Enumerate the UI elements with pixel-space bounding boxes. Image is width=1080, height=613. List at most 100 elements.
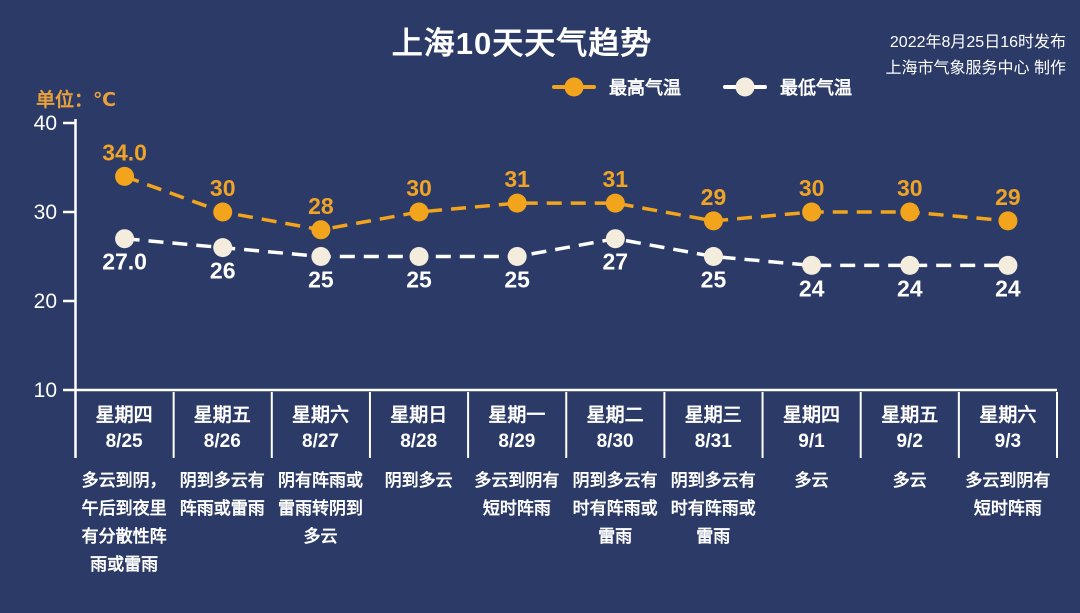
- weather-description: 多云到阴，午后到夜里有分散性阵雨或雷雨: [81, 471, 167, 574]
- data-point-label: 30: [897, 175, 923, 201]
- data-point-marker: [409, 202, 429, 222]
- y-tick-label: 10: [34, 379, 57, 402]
- data-point-marker: [998, 211, 1018, 231]
- data-point-label: 29: [701, 184, 727, 210]
- data-point-label: 24: [897, 275, 923, 301]
- data-point-marker: [311, 247, 331, 266]
- date-label: 8/28: [400, 431, 438, 452]
- date-label: 8/25: [105, 431, 143, 452]
- high-temp-series: 34.0 30 28 30 31 31 29 30 30 29: [102, 139, 1021, 240]
- date-label: 8/30: [596, 431, 634, 452]
- data-point-label: 30: [406, 175, 432, 201]
- data-point-label: 25: [504, 267, 530, 293]
- publish-author: 上海市气象服务中心 制作: [885, 60, 1066, 77]
- data-point-label: 25: [406, 267, 432, 293]
- data-point-label: 31: [603, 166, 629, 192]
- weather-description: 阴到多云有时有阵雨或雷雨: [670, 471, 756, 546]
- chart-legend: 最高气温 最低气温: [552, 74, 852, 100]
- data-point-marker: [703, 211, 723, 231]
- legend-label-low-temp: 最低气温: [780, 78, 852, 98]
- data-point-marker: [605, 229, 625, 249]
- axes: 40 30 20 10: [34, 112, 1058, 458]
- weekday-label: 星期四: [782, 405, 840, 426]
- data-point-marker: [802, 202, 822, 222]
- data-point-marker: [703, 247, 723, 266]
- low-temp-series: 27.0 26 25 25 25 27 25 24 24 24: [102, 229, 1021, 301]
- y-tick-label: 30: [34, 201, 57, 224]
- data-point-label: 29: [995, 184, 1021, 210]
- day-column: 星期五 8/26 阴到多云有阵雨或雷雨: [173, 392, 271, 579]
- day-column: 星期六 8/27 阴有阵雨或雷雨转阴到多云: [271, 392, 369, 579]
- day-column: 星期五 9/2 多云: [861, 392, 959, 579]
- y-tick-label: 20: [34, 290, 57, 313]
- data-point-label: 30: [210, 175, 236, 201]
- weekday-label: 星期六: [291, 405, 349, 426]
- weather-description: 阴到多云: [384, 471, 453, 490]
- weather-description: 多云: [794, 471, 829, 490]
- data-point-label: 24: [799, 275, 825, 301]
- weather-description: 阴有阵雨或雷雨转阴到多云: [277, 471, 363, 546]
- low-temp-dot-swatch: [735, 77, 755, 97]
- data-point-marker: [115, 229, 135, 249]
- weekday-label: 星期五: [881, 405, 939, 426]
- weekday-label: 星期二: [586, 405, 644, 426]
- weekday-label: 星期六: [979, 405, 1037, 426]
- data-point-label: 25: [308, 267, 334, 293]
- weekday-label: 星期日: [390, 405, 448, 426]
- weather-description: 多云到阴有短时阵雨: [965, 471, 1051, 518]
- data-point-label: 28: [308, 193, 334, 219]
- weekday-label: 星期四: [95, 405, 153, 426]
- data-point-label: 34.0: [102, 139, 147, 165]
- publish-time: 2022年8月25日16时发布: [889, 34, 1066, 51]
- day-column: 星期六 9/3 多云到阴有短时阵雨: [959, 392, 1057, 579]
- data-point-marker: [115, 166, 135, 186]
- day-columns: 星期四 8/25 多云到阴，午后到夜里有分散性阵雨或雷雨 星期五 8/26 阴到多云有阵雨…: [75, 392, 1057, 579]
- weekday-label: 星期五: [193, 405, 251, 426]
- date-label: 8/31: [694, 431, 732, 452]
- data-point-label: 30: [799, 175, 825, 201]
- day-column: 星期三 8/31 阴到多云有时有阵雨或雷雨: [664, 392, 762, 579]
- data-point-marker: [507, 247, 527, 266]
- low-temp-marker-icon: [723, 77, 767, 97]
- date-label: 9/3: [994, 431, 1022, 452]
- day-column: 星期四 8/25 多云到阴，午后到夜里有分散性阵雨或雷雨: [75, 392, 173, 579]
- legend-item-high-temp: 最高气温: [552, 74, 681, 100]
- date-label: 9/2: [896, 431, 923, 452]
- data-point-label: 31: [504, 166, 530, 192]
- weather-description: 多云: [892, 471, 927, 490]
- date-label: 8/26: [203, 431, 241, 452]
- data-point-marker: [213, 238, 233, 258]
- data-point-marker: [605, 193, 625, 213]
- unit-label: 单位：℃: [36, 90, 117, 111]
- data-point-marker: [998, 255, 1018, 275]
- data-point-label: 26: [210, 258, 236, 284]
- legend-label-high-temp: 最高气温: [609, 78, 681, 98]
- day-column: 星期一 8/29 多云到阴有短时阵雨: [468, 392, 566, 579]
- page-title: 上海10天天气趋势: [391, 26, 653, 61]
- high-temp-marker-icon: [552, 77, 596, 97]
- publish-info: 2022年8月25日16时发布 上海市气象服务中心 制作: [886, 30, 1066, 82]
- date-label: 8/29: [498, 431, 536, 452]
- series-line: [124, 236, 1008, 268]
- day-column: 星期日 8/28 阴到多云: [370, 392, 468, 579]
- data-point-label: 27: [603, 249, 629, 275]
- date-label: 9/1: [798, 431, 825, 452]
- weather-description: 阴到多云有阵雨或雷雨: [179, 471, 265, 518]
- weekday-label: 星期一: [488, 405, 546, 426]
- weather-description: 多云到阴有短时阵雨: [474, 471, 560, 518]
- data-point-label: 25: [701, 267, 727, 293]
- data-point-marker: [409, 247, 429, 266]
- data-point-label: 27.0: [102, 249, 147, 275]
- data-point-label: 24: [995, 275, 1021, 301]
- weather-description: 阴到多云有时有阵雨或雷雨: [572, 471, 658, 546]
- legend-item-low-temp: 最低气温: [723, 74, 852, 100]
- data-point-marker: [900, 202, 920, 222]
- y-tick-label: 40: [34, 112, 57, 135]
- day-column: 星期二 8/30 阴到多云有时有阵雨或雷雨: [566, 392, 664, 579]
- data-point-marker: [311, 220, 331, 240]
- day-column: 星期四 9/1 多云: [762, 392, 860, 579]
- date-label: 8/27: [302, 431, 339, 452]
- data-point-marker: [900, 255, 920, 275]
- high-temp-dot-swatch: [564, 77, 584, 97]
